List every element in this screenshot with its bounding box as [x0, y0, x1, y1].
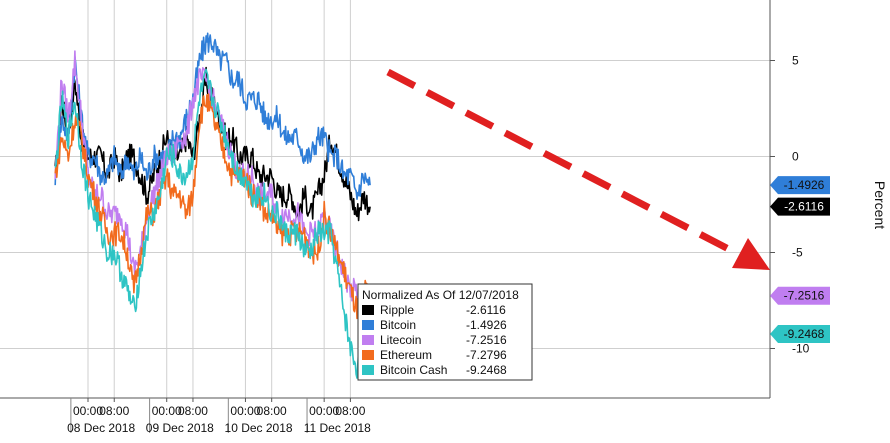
legend-series-name: Ripple	[380, 303, 414, 317]
y-tick-label: 0	[792, 150, 799, 164]
legend-series-value: -7.2516	[466, 333, 507, 347]
last-value-text: -1.4926	[784, 178, 825, 192]
last-value-text: -9.2468	[784, 327, 825, 341]
legend-series-value: -7.2796	[466, 348, 507, 362]
legend-series-value: -2.6116	[466, 303, 506, 317]
legend-series-value: -1.4926	[466, 318, 507, 332]
x-day-label: 09 Dec 2018	[146, 421, 214, 435]
legend-swatch	[362, 305, 374, 315]
legend-series-name: Bitcoin Cash	[380, 363, 447, 377]
series-line-ethereum	[54, 93, 371, 320]
legend-swatch	[362, 320, 374, 330]
series-line-bitcoin	[54, 32, 371, 200]
legend-series-name: Ethereum	[380, 348, 432, 362]
y-tick-label: -5	[792, 246, 803, 260]
legend-title: Normalized As Of 12/07/2018	[362, 288, 519, 302]
series-line-bitcoin-cash	[54, 68, 371, 379]
y-axis-label: Percent	[872, 181, 888, 229]
x-tick-label: 08:00	[335, 404, 365, 418]
last-value-tag-litecoin: -7.2516	[770, 286, 830, 305]
x-tick-label: 08:00	[178, 404, 208, 418]
legend-swatch	[362, 365, 374, 375]
last-value-text: -2.6116	[784, 200, 824, 214]
last-value-tags: -2.6116 -1.4926 -7.2516 -9.2468	[770, 176, 830, 344]
x-tick-label: 08:00	[99, 404, 129, 418]
x-day-label: 08 Dec 2018	[67, 421, 135, 435]
trend-arrow	[386, 68, 770, 270]
last-value-tag-ripple: -2.6116	[770, 197, 830, 216]
legend-swatch	[362, 335, 374, 345]
y-tick-label: 5	[792, 54, 799, 68]
trend-arrow-head	[732, 238, 770, 270]
legend-box	[357, 283, 533, 381]
x-tick-label: 00:00	[230, 404, 260, 418]
x-tick-label: 00:00	[309, 404, 339, 418]
x-tick-label: 08:00	[257, 404, 287, 418]
x-tick-label: 00:00	[152, 404, 182, 418]
last-value-tag-bitcoin: -1.4926	[770, 176, 830, 195]
legend-series-value: -9.2468	[466, 363, 507, 377]
last-value-tag-bitcoin-cash: -9.2468	[770, 325, 830, 344]
last-value-text: -7.2516	[784, 289, 825, 303]
legend-swatch	[362, 350, 374, 360]
y-tick-label: -10	[792, 342, 810, 356]
series-lines	[54, 32, 371, 379]
trend-arrow-shaft	[386, 68, 744, 260]
x-tick-label: 00:00	[73, 404, 103, 418]
x-day-label: 10 Dec 2018	[225, 421, 293, 435]
legend-series-name: Litecoin	[380, 333, 421, 347]
x-day-label: 11 Dec 2018	[304, 421, 371, 435]
legend-series-name: Bitcoin	[380, 318, 416, 332]
